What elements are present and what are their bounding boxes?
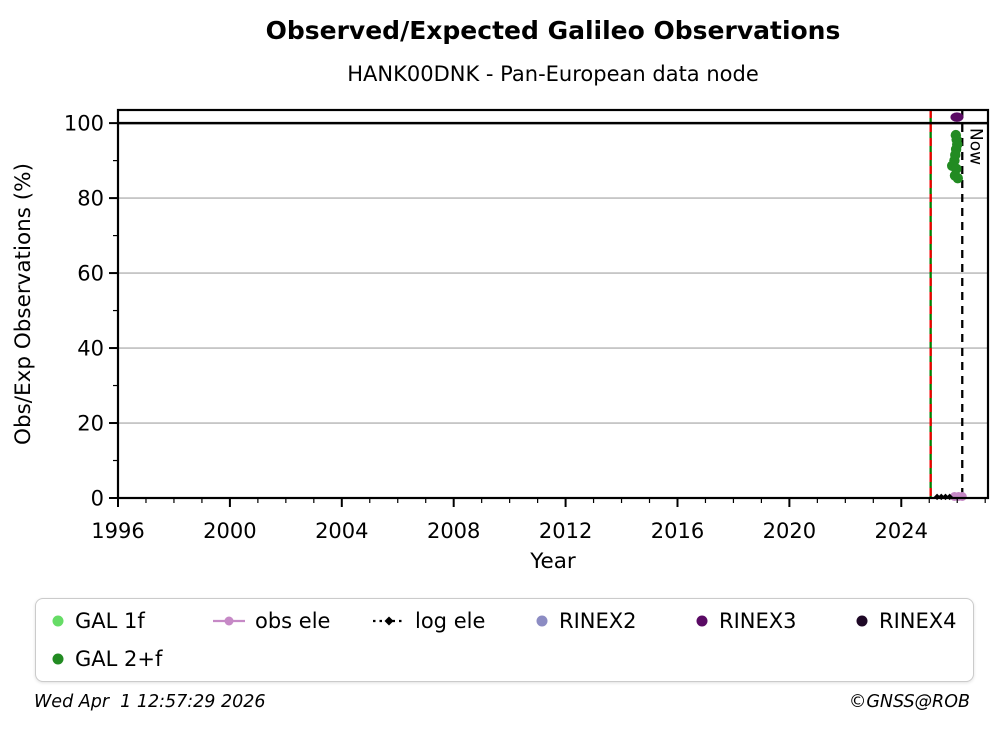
- rinex4-legend-marker-icon: [856, 615, 868, 627]
- rinex2-legend-marker-icon: [536, 615, 548, 627]
- data-point-log-ele: [946, 493, 953, 501]
- legend-label-log-ele: log ele: [415, 609, 486, 633]
- legend-label-gal-1f: GAL 1f: [75, 609, 145, 633]
- chart-title: Observed/Expected Galileo Observations: [265, 16, 841, 45]
- rinex4-legend-dot: [856, 615, 868, 627]
- legend-label-rinex2: RINEX2: [559, 609, 637, 633]
- legend-label-gal-2plus-f: GAL 2+f: [75, 647, 163, 671]
- log-ele-legend-dot: [384, 616, 394, 626]
- rinex3-legend-marker-icon: [696, 615, 708, 627]
- y-tick-label: 20: [77, 412, 104, 436]
- now-label: Now: [965, 128, 985, 165]
- timestamp-text: Wed Apr 1 12:57:29 2026: [34, 692, 266, 712]
- x-tick-label: 2008: [427, 519, 480, 543]
- legend-item-obs-ele: obs ele: [212, 606, 330, 636]
- x-tick-label: 2020: [763, 519, 816, 543]
- y-tick-label: 60: [77, 262, 104, 286]
- data-point-obs-ele: [957, 492, 967, 502]
- data-point-gal-2plus-f: [952, 173, 963, 184]
- chart-subtitle: HANK00DNK - Pan-European data node: [347, 62, 759, 86]
- legend: GAL 1f GAL 2+f obs ele log ele RINEX2 RINEX3 R…: [35, 598, 974, 682]
- obs-ele-legend-marker-icon: [213, 616, 245, 626]
- legend-item-log-ele: log ele: [372, 606, 485, 636]
- plot-border: [116, 108, 990, 500]
- legend-label-obs-ele: obs ele: [255, 609, 331, 633]
- gal-1f-legend-dot: [52, 615, 64, 627]
- copyright-text: ©GNSS@ROB: [848, 692, 970, 712]
- gal-2plus-f-legend-dot: [52, 653, 64, 665]
- legend-item-rinex2: RINEX2: [534, 606, 637, 636]
- legend-item-rinex3: RINEX3: [694, 606, 797, 636]
- x-tick-label: 2024: [875, 519, 928, 543]
- y-tick-label: 40: [77, 337, 104, 361]
- legend-label-rinex3: RINEX3: [719, 609, 797, 633]
- x-tick-label: 2012: [539, 519, 592, 543]
- y-tick-label: 100: [64, 112, 104, 136]
- rinex3-legend-dot: [696, 615, 708, 627]
- x-tick-label: 2016: [651, 519, 704, 543]
- x-tick-label: 2000: [203, 519, 256, 543]
- x-axis-label: Year: [529, 549, 576, 574]
- log-ele-legend-marker-icon: [373, 616, 405, 626]
- legend-item-rinex4: RINEX4: [854, 606, 957, 636]
- gal-1f-legend-marker-icon: [52, 615, 64, 627]
- obs-ele-legend-dot: [224, 616, 234, 626]
- y-tick-label: 0: [91, 487, 104, 511]
- legend-item-gal-1f: GAL 1f: [50, 606, 145, 636]
- chart-canvas: Now 1996 2000 2004 2008 2012 2016 2020 2024 0 20 40…: [11, 108, 990, 574]
- y-tick-label: 80: [77, 187, 104, 211]
- legend-item-gal-2plus-f: GAL 2+f: [50, 644, 162, 674]
- x-tick-label: 2004: [315, 519, 368, 543]
- rinex2-legend-dot: [536, 615, 548, 627]
- gal-2plus-f-legend-marker-icon: [52, 653, 64, 665]
- legend-label-rinex4: RINEX4: [879, 609, 957, 633]
- x-tick-label: 1996: [91, 519, 144, 543]
- data-point-rinex3: [950, 112, 964, 122]
- y-axis-label: Obs/Exp Observations (%): [11, 163, 36, 445]
